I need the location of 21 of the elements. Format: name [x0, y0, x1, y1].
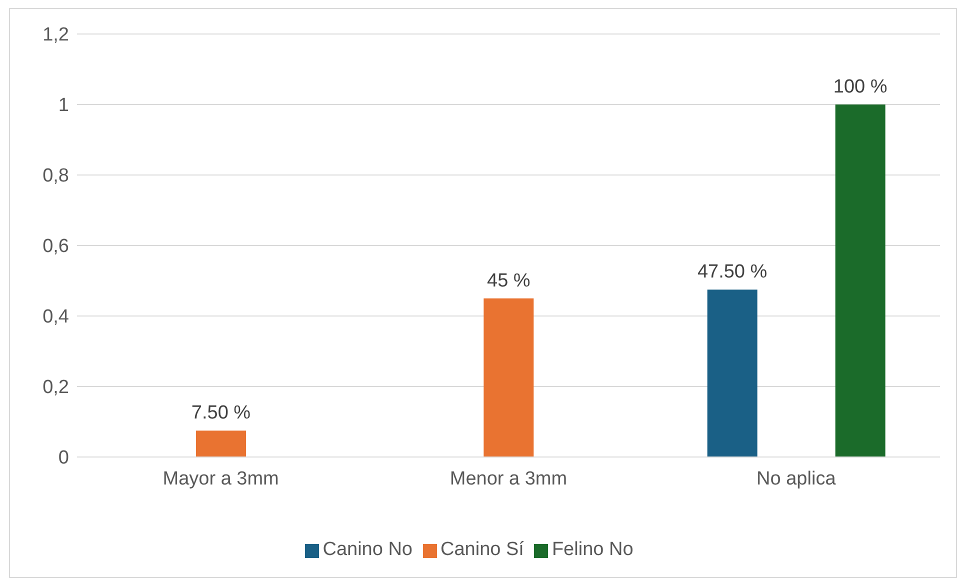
y-tick-label: 0,4 [42, 306, 70, 328]
x-tick-label: No aplica [756, 468, 836, 490]
data-label: 7.50 % [191, 402, 251, 424]
x-tick-label: Menor a 3mm [450, 468, 568, 490]
bar [196, 430, 246, 457]
bar [707, 290, 758, 457]
legend-label: Canino No [322, 539, 412, 560]
legend-label: Canino Sí [440, 539, 524, 560]
legend-label: Felino No [552, 539, 634, 560]
y-tick-label: 0 [58, 448, 69, 469]
y-tick-label: 0,6 [42, 236, 69, 258]
data-label: 47.50 % [697, 262, 768, 283]
y-tick-label: 0,2 [42, 377, 69, 398]
y-tick-label: 0,8 [42, 166, 69, 187]
bar [484, 298, 534, 457]
data-label: 45 % [487, 270, 530, 292]
y-tick-label: 1 [58, 95, 69, 116]
y-tick-label: 1,2 [42, 24, 69, 46]
x-tick-label: Mayor a 3mm [162, 468, 279, 490]
data-label: 100 % [833, 76, 888, 98]
bar [835, 104, 886, 457]
